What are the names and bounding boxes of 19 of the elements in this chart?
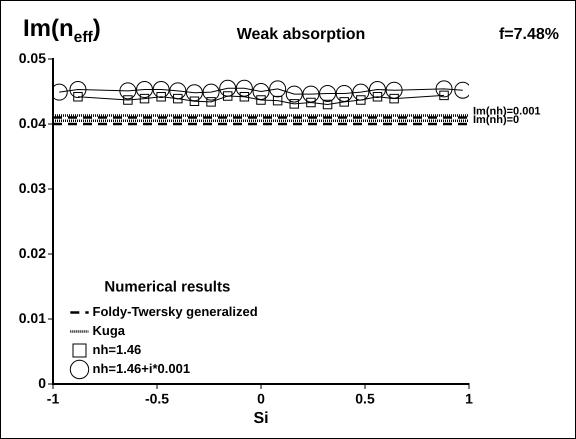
legend-label: nh=1.46 — [92, 342, 142, 358]
x-tick-label: 0.5 — [355, 390, 375, 406]
x-tick-label: -1 — [46, 390, 60, 406]
x-tick-label: 1 — [465, 390, 474, 406]
x-tick-label: 0 — [257, 390, 266, 406]
x-tick-label: -0.5 — [144, 390, 170, 406]
x-axis-title: Si — [253, 410, 269, 427]
legend-title: Numerical results — [104, 278, 230, 296]
y-tick-label: 0.03 — [18, 180, 46, 196]
y-tick-label: 0.04 — [18, 114, 46, 131]
legend-label: nh=1.46+i*0.001 — [92, 361, 190, 376]
y-tick-label: 0.02 — [18, 244, 46, 261]
text: f=7.48% — [498, 26, 559, 43]
legend-label: Foldy-Twersky generalized — [92, 304, 258, 320]
y-tick-label: 0.01 — [18, 310, 46, 326]
chart-title: Weak absorption — [236, 26, 366, 43]
legend-label: Kuga — [92, 323, 126, 338]
y-tick-label: 0 — [38, 374, 46, 391]
y-tick-label: 0.05 — [18, 50, 46, 66]
